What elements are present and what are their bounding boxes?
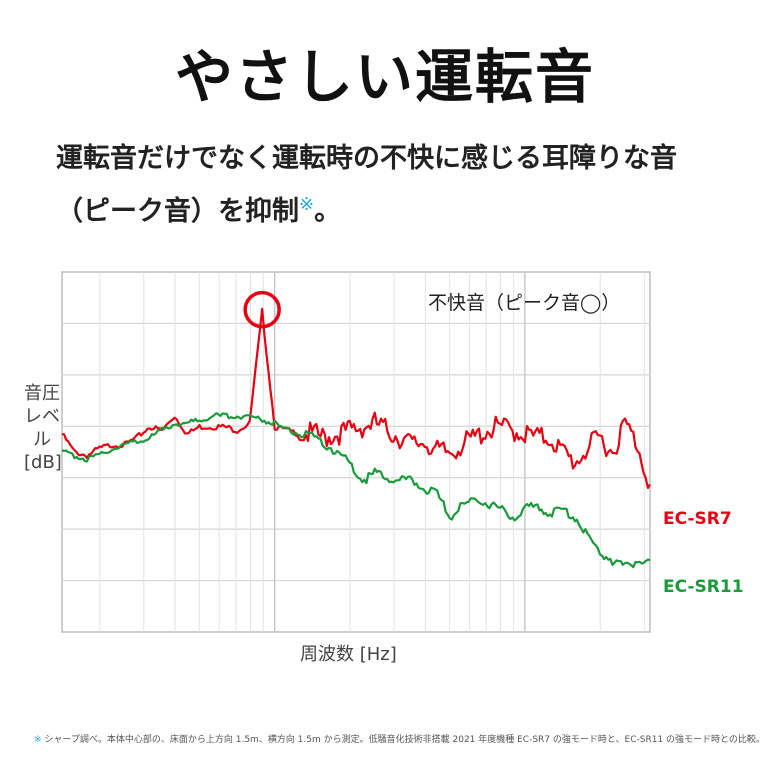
footnote: ※ シャープ調べ。本体中心部の、床面から上方向 1.5m、横方向 1.5m から… (34, 732, 765, 745)
peak-circle (243, 290, 281, 329)
lead-line-1: 運転音だけでなく運転時の不快に感じる耳障りな音 (56, 143, 677, 174)
legend-ec-sr7: EC-SR7 (663, 509, 732, 529)
lead-line-2-tail: 。 (314, 196, 342, 227)
lead-footnote-mark: ※ (299, 194, 315, 215)
lead-line-2-text: （ピーク音）を抑制 (56, 196, 299, 227)
page-title: やさしい運転音 (174, 43, 595, 111)
series-line-ec-sr7 (61, 307, 651, 489)
lead-text: 運転音だけでなく運転時の不快に感じる耳障りな音 （ピーク音）を抑制※。 (56, 136, 677, 235)
peak-annotation: 不快音（ピーク音◯） (428, 292, 621, 314)
footnote-mark: ※ (34, 735, 42, 745)
plot-frame (61, 271, 651, 633)
y-axis-label: 音圧レベル[dB] (24, 383, 62, 473)
footnote-text: シャープ調べ。本体中心部の、床面から上方向 1.5m、横方向 1.5m から測定… (44, 735, 765, 745)
series-line-ec-sr11 (61, 412, 651, 569)
legend-ec-sr11: EC-SR11 (663, 577, 744, 597)
lead-line-2: （ピーク音）を抑制※。 (56, 182, 677, 235)
x-axis-label: 周波数 [Hz] (300, 644, 397, 665)
